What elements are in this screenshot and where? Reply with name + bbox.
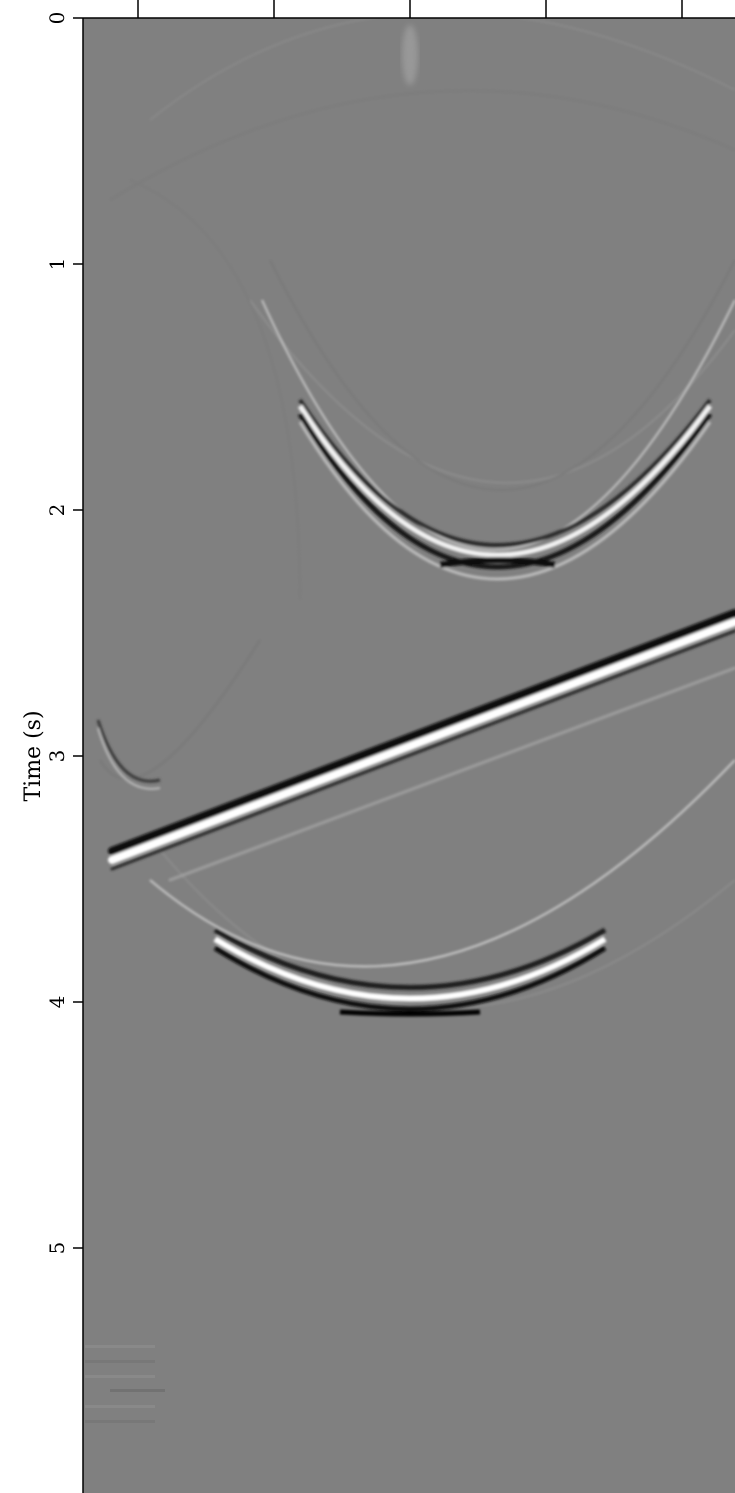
left-edge-event (96, 719, 161, 790)
faint-diffractions (99, 18, 735, 1009)
y-tick-label: 3 (45, 750, 69, 763)
y-tick-label: 2 (45, 504, 69, 517)
noise-stripes (85, 1345, 165, 1423)
y-tick-label: 5 (45, 1242, 69, 1255)
y-ticks: 0 1 2 3 4 5 (45, 12, 83, 1255)
y-tick-label: 0 (45, 12, 69, 25)
hyperbola-lower (149, 759, 735, 1017)
speck (402, 25, 418, 85)
y-tick-label: 4 (45, 996, 69, 1009)
y-tick-label: 1 (45, 258, 69, 271)
y-axis-label: Time (s) (21, 710, 46, 801)
x-ticks (137, 0, 683, 18)
seismic-events (85, 18, 735, 1423)
dipping-event (108, 609, 735, 882)
hyperbola-upper (261, 299, 735, 581)
